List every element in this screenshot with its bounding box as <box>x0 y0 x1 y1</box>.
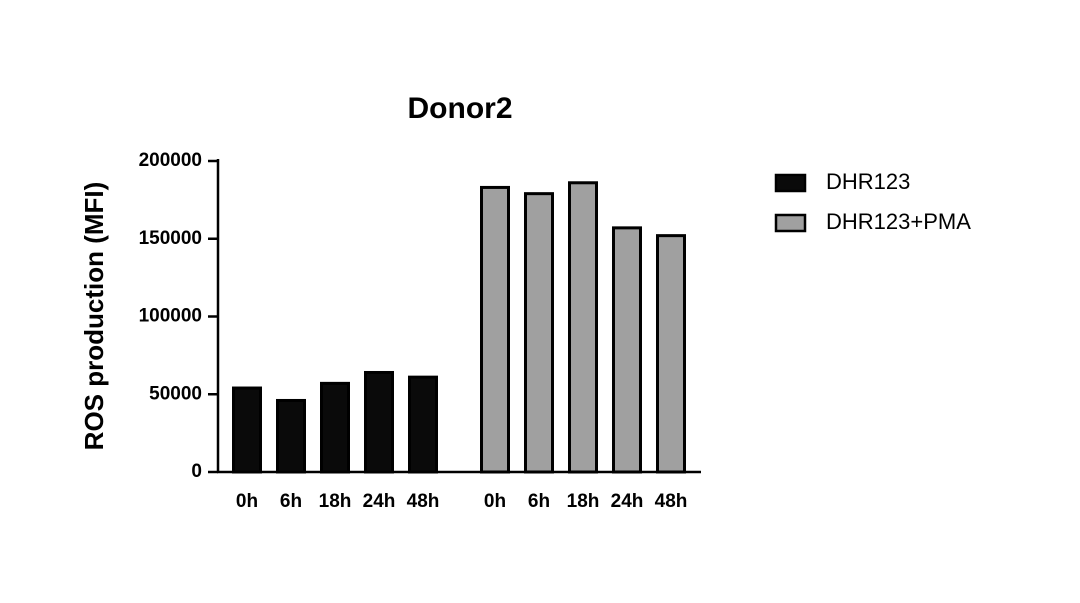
bar <box>408 375 438 474</box>
bar <box>276 398 306 474</box>
legend-label: DHR123+PMA <box>826 209 971 234</box>
x-tick-label: 6h <box>280 491 302 512</box>
x-tick-label: 0h <box>236 491 258 512</box>
y-tick-label: 150000 <box>139 228 202 249</box>
bar <box>480 185 510 474</box>
x-tick-label: 48h <box>407 491 440 512</box>
bar <box>524 192 554 474</box>
legend-label: DHR123 <box>826 169 910 194</box>
y-tick-label: 100000 <box>139 306 202 327</box>
bar <box>364 370 394 474</box>
y-tick-label: 200000 <box>139 150 202 171</box>
bar <box>232 386 262 474</box>
x-tick-label: 48h <box>655 491 688 512</box>
bar <box>568 181 598 474</box>
x-tick-label: 18h <box>567 491 600 512</box>
chart-title: Donor2 <box>408 92 513 125</box>
x-tick-label: 18h <box>319 491 352 512</box>
bar <box>320 381 350 474</box>
bar <box>656 234 686 474</box>
x-tick-label: 0h <box>484 491 506 512</box>
x-tick-label: 6h <box>528 491 550 512</box>
y-tick-label: 0 <box>191 461 202 482</box>
legend-swatch <box>774 173 807 193</box>
x-tick-label: 24h <box>363 491 396 512</box>
legend-swatch <box>774 213 807 233</box>
y-axis-label: ROS production (MFI) <box>79 182 109 451</box>
y-tick-label: 50000 <box>149 383 202 404</box>
bar <box>612 226 642 474</box>
x-tick-label: 24h <box>611 491 644 512</box>
